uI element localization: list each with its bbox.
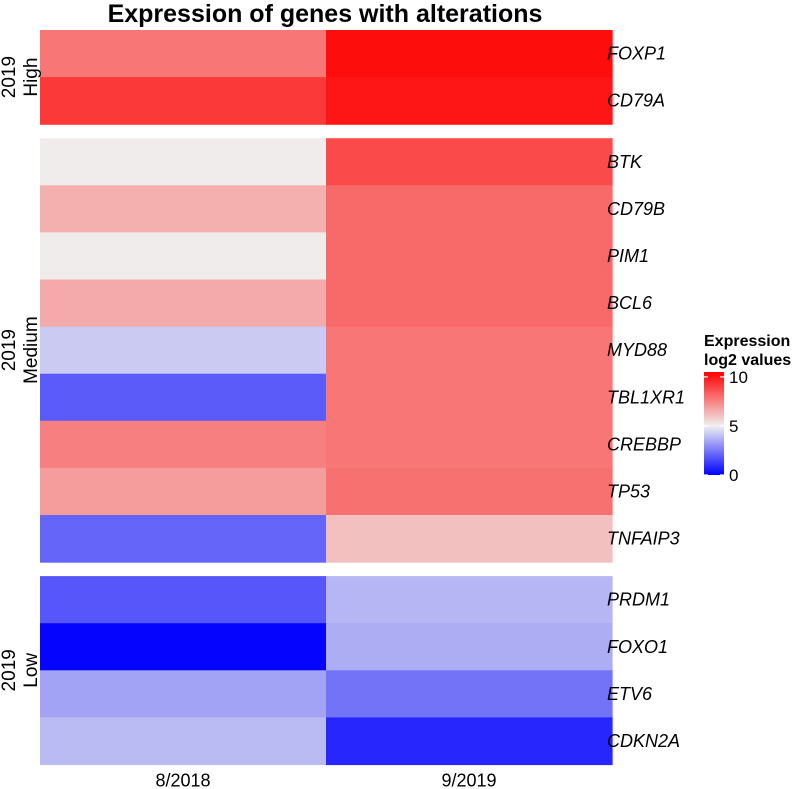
- legend-tick-label: 0: [729, 466, 738, 485]
- legend-colorbar: [704, 372, 724, 475]
- legend: Expression log2 values 0 5 10: [704, 333, 791, 485]
- heatmap-cell: [326, 515, 613, 563]
- gene-label: TP53: [607, 481, 650, 501]
- heatmap-cell: [40, 373, 327, 422]
- heatmap-cell: [326, 623, 613, 671]
- heatmap-cell: [326, 77, 613, 125]
- heatmap-cell: [40, 185, 327, 233]
- heatmap-cell: [40, 623, 327, 671]
- heatmap-cell: [326, 420, 613, 469]
- heatmap-cell: [40, 515, 327, 563]
- heatmap-cell: [40, 232, 327, 281]
- column-labels: 8/2018 9/2019: [155, 771, 496, 789]
- heatmap-cell: [326, 326, 613, 375]
- heatmap-cell: [326, 373, 613, 422]
- heatmap-cell: [326, 467, 613, 516]
- group-label-year: 2019: [0, 329, 20, 371]
- heatmap-cell: [40, 326, 327, 375]
- gene-label: CDKN2A: [607, 731, 680, 751]
- heatmap-cell: [326, 185, 613, 233]
- legend-tick-label: 10: [729, 368, 748, 387]
- legend-title-line1: Expression: [704, 333, 790, 350]
- heatmap-cell: [40, 279, 327, 328]
- gene-label: CREBBP: [607, 434, 681, 454]
- column-label: 9/2019: [441, 771, 496, 789]
- gene-label: TNFAIP3: [607, 529, 680, 549]
- heatmap-cell: [326, 232, 613, 281]
- gene-label: FOXO1: [607, 637, 668, 657]
- gene-label: TBL1XR1: [607, 387, 685, 407]
- group-label-year: 2019: [0, 56, 20, 98]
- heatmap-cell: [40, 576, 327, 624]
- legend-tick-label: 5: [729, 417, 738, 436]
- heatmap-cell: [326, 30, 613, 78]
- gene-label: PRDM1: [607, 590, 670, 610]
- heatmap-cell: [326, 670, 613, 718]
- group-label-level: Low: [21, 653, 42, 688]
- group-label-level: High: [21, 58, 42, 97]
- heatmap-cell: [326, 138, 613, 186]
- heatmap-cell: [40, 717, 327, 766]
- heatmap-cell: [40, 670, 327, 718]
- gene-label: BTK: [607, 152, 643, 172]
- gene-label: PIM1: [607, 246, 649, 266]
- heatmap-cell: [40, 30, 327, 78]
- column-label: 8/2018: [155, 771, 210, 789]
- heatmap-cell: [326, 717, 613, 766]
- gene-label: BCL6: [607, 293, 653, 313]
- gene-label: CD79B: [607, 199, 665, 219]
- chart-title: Expression of genes with alterations: [108, 0, 543, 28]
- heatmap-cell: [40, 420, 327, 469]
- heatmap-cells: [40, 30, 613, 766]
- heatmap-cell: [326, 279, 613, 328]
- group-label-level: Medium: [21, 316, 42, 384]
- gene-labels: FOXP1 CD79A BTK CD79B PIM1 BCL6 MYD88 TBL1XR1 CR…: [607, 44, 685, 751]
- heatmap-cell: [40, 138, 327, 186]
- heatmap-cell: [40, 77, 327, 125]
- gene-label: MYD88: [607, 340, 667, 360]
- legend-title-line2: log2 values: [704, 352, 791, 369]
- group-label-year: 2019: [0, 649, 20, 691]
- gene-label: CD79A: [607, 91, 665, 111]
- heatmap-cell: [40, 467, 327, 516]
- heatmap-cell: [326, 576, 613, 624]
- gene-label: FOXP1: [607, 44, 666, 64]
- gene-label: ETV6: [607, 684, 653, 704]
